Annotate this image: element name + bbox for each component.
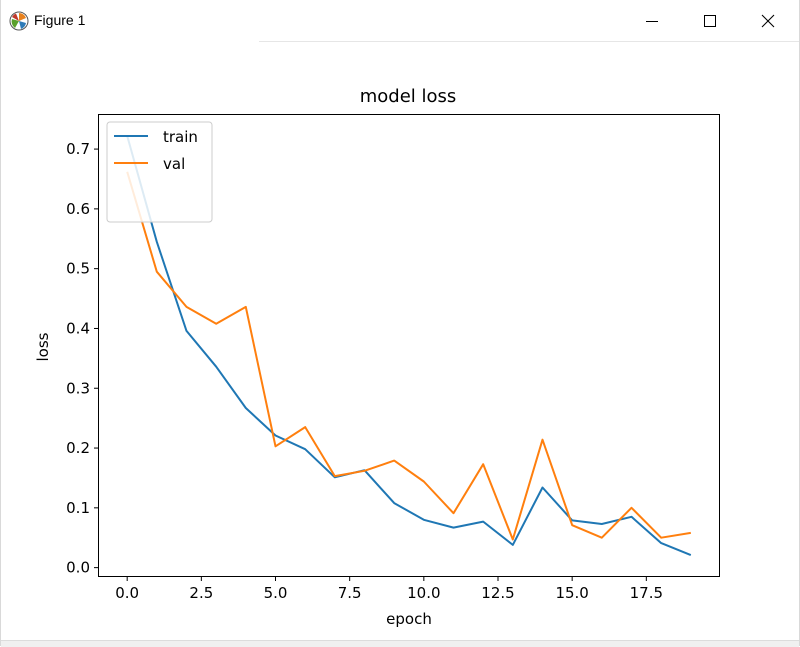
series-line-val [126, 171, 691, 541]
series-lines [126, 135, 692, 557]
legend-label-train: train [163, 128, 198, 146]
minimize-icon [646, 21, 658, 22]
chart-title: model loss [360, 86, 457, 107]
x-tick-label: 15.0 [555, 584, 588, 602]
maximize-button[interactable] [681, 0, 739, 42]
legend-label-val: val [163, 155, 185, 173]
legend[interactable]: train val [106, 121, 213, 223]
x-axis-label: epoch [386, 610, 432, 628]
maximize-icon [704, 15, 716, 27]
legend-box [106, 121, 213, 223]
title-bar[interactable]: Figure 1 [1, 0, 799, 42]
loss-chart: model loss loss epoch 0.0 2.5 5.0 7.5 10.0 12… [34, 86, 720, 628]
y-tick-label: 0.0 [66, 559, 90, 577]
x-tick-label: 10.0 [407, 584, 440, 602]
series-line-train [126, 135, 692, 557]
y-tick-label: 0.2 [66, 439, 90, 457]
close-button[interactable] [739, 0, 797, 42]
window-title: Figure 1 [34, 12, 86, 28]
figure-canvas[interactable]: model loss loss epoch 0.0 2.5 5.0 7.5 10.0 12… [1, 42, 799, 640]
y-tick-label: 0.4 [66, 319, 90, 337]
x-tick-label: 5.0 [264, 584, 288, 602]
title-separator [259, 41, 799, 42]
x-tick-label: 7.5 [338, 584, 362, 602]
axes-frame [98, 114, 720, 577]
y-tick-label: 0.6 [66, 200, 90, 218]
y-tick-label: 0.5 [66, 260, 90, 278]
y-tick-label: 0.1 [66, 499, 90, 517]
y-tick-label: 0.3 [66, 379, 90, 397]
toolbar-strip [1, 640, 799, 647]
y-axis-label: loss [34, 332, 52, 361]
close-icon [761, 14, 775, 28]
minimize-button[interactable] [623, 0, 681, 42]
x-tick-label: 12.5 [481, 584, 514, 602]
x-tick-label: 0.0 [115, 584, 139, 602]
axis-ticks: 0.0 2.5 5.0 7.5 10.0 12.5 15.0 17.5 0.0 0.1 0.2 0.3… [66, 140, 663, 602]
matplotlib-logo-icon [9, 11, 29, 31]
x-tick-label: 17.5 [630, 584, 663, 602]
x-tick-label: 2.5 [189, 584, 213, 602]
y-tick-label: 0.7 [66, 140, 90, 158]
